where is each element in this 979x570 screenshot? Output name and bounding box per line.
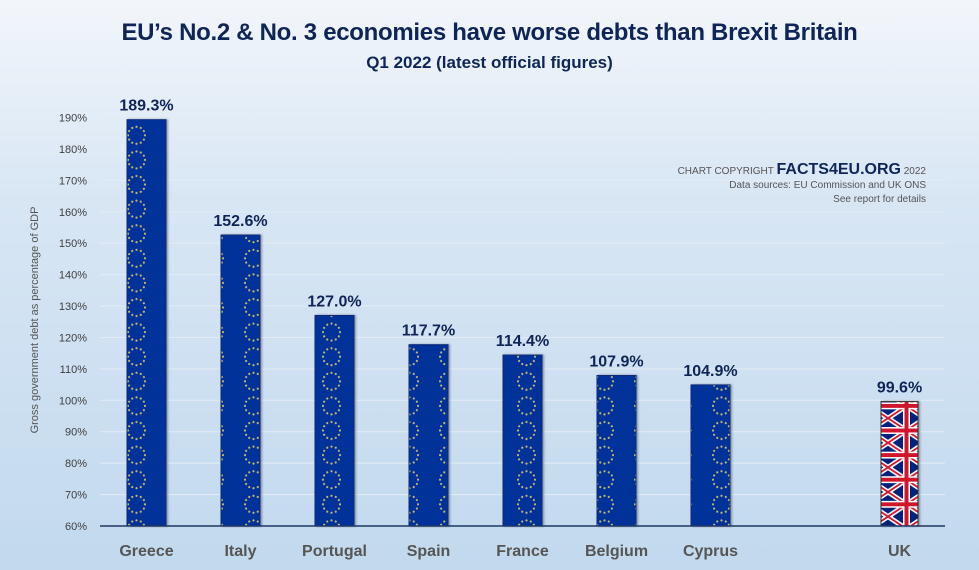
data-label: 114.4% (496, 333, 549, 350)
y-tick-label: 140% (59, 270, 87, 282)
chart-title: EU’s No.2 & No. 3 economies have worse d… (121, 19, 858, 46)
credit-sources: Data sources: EU Commission and UK ONS (729, 180, 926, 191)
bars (126, 119, 919, 527)
data-label: 99.6% (877, 380, 922, 397)
y-tick-label: 60% (65, 521, 87, 533)
y-tick-label: 100% (59, 395, 87, 407)
x-tick-label: Cyprus (683, 543, 738, 560)
credit-note: See report for details (833, 194, 926, 205)
y-tick-label: 150% (59, 238, 87, 250)
bar-portugal (314, 314, 355, 527)
y-tick-label: 70% (65, 490, 87, 502)
bar-spain (408, 344, 449, 527)
x-tick-label: UK (888, 543, 912, 560)
bar-uk (880, 401, 919, 527)
y-tick-label: 120% (59, 332, 87, 344)
bar-italy (220, 234, 261, 527)
y-tick-label: 190% (59, 113, 87, 125)
data-label: 107.9% (589, 353, 643, 370)
y-tick-label: 110% (60, 364, 88, 376)
bar-greece (126, 119, 167, 527)
y-tick-label: 160% (59, 207, 87, 219)
x-tick-label: Greece (119, 543, 173, 560)
data-label: 189.3% (119, 98, 173, 115)
y-tick-label: 130% (59, 301, 87, 313)
data-label: 127.0% (307, 293, 361, 310)
x-tick-label: Italy (224, 543, 256, 560)
y-axis-ticks: 60% 70% 80% 90% 100% 110% 120% 130% 140% 150% 160%… (59, 113, 87, 534)
bar-belgium (596, 374, 637, 527)
credit-year: 2022 (903, 166, 926, 177)
y-tick-label: 90% (65, 427, 87, 439)
x-tick-label: Portugal (302, 543, 367, 560)
bar-cyprus (690, 384, 731, 527)
x-tick-label: France (496, 543, 549, 560)
y-tick-label: 180% (59, 144, 87, 156)
data-label: 104.9% (683, 363, 737, 380)
y-tick-label: 170% (59, 175, 87, 187)
credit-prefix: CHART COPYRIGHT (677, 166, 774, 177)
credit-brand: FACTS4EU.ORG (776, 161, 901, 178)
y-axis-label: Gross government debt as percentage of G… (29, 207, 41, 434)
chart-credit: CHART COPYRIGHT FACTS4EU.ORG 2022 Data s… (677, 161, 926, 207)
data-label: 117.7% (402, 323, 455, 340)
data-labels: 189.3% 152.6% 127.0% 117.7% 114.4% 107.9% 104.… (119, 98, 922, 397)
y-tick-label: 80% (65, 458, 87, 470)
x-tick-label: Belgium (585, 543, 648, 560)
x-tick-label: Spain (407, 543, 451, 560)
chart-subtitle: Q1 2022 (latest official figures) (366, 53, 613, 72)
bar-france (502, 354, 543, 527)
x-axis-categories: Greece Italy Portugal Spain France Belgium Cyp… (119, 543, 911, 560)
data-label: 152.6% (213, 213, 267, 230)
